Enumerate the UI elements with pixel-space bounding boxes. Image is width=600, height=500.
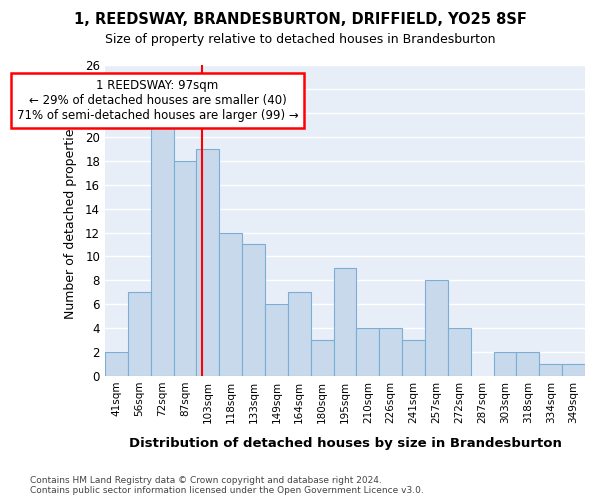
Bar: [562, 364, 585, 376]
Bar: [402, 340, 425, 376]
Bar: [173, 160, 196, 376]
Bar: [539, 364, 562, 376]
Bar: [219, 232, 242, 376]
Text: 1, REEDSWAY, BRANDESBURTON, DRIFFIELD, YO25 8SF: 1, REEDSWAY, BRANDESBURTON, DRIFFIELD, Y…: [74, 12, 526, 28]
X-axis label: Distribution of detached houses by size in Brandesburton: Distribution of detached houses by size …: [128, 437, 562, 450]
Bar: [105, 352, 128, 376]
Bar: [425, 280, 448, 376]
Bar: [356, 328, 379, 376]
Bar: [494, 352, 517, 376]
Bar: [265, 304, 288, 376]
Bar: [334, 268, 356, 376]
Bar: [311, 340, 334, 376]
Bar: [128, 292, 151, 376]
Bar: [448, 328, 471, 376]
Bar: [517, 352, 539, 376]
Bar: [196, 149, 219, 376]
Text: 1 REEDSWAY: 97sqm
← 29% of detached houses are smaller (40)
71% of semi-detached: 1 REEDSWAY: 97sqm ← 29% of detached hous…: [17, 80, 298, 122]
Bar: [151, 113, 173, 376]
Y-axis label: Number of detached properties: Number of detached properties: [64, 122, 77, 319]
Text: Contains HM Land Registry data © Crown copyright and database right 2024.
Contai: Contains HM Land Registry data © Crown c…: [30, 476, 424, 495]
Bar: [379, 328, 402, 376]
Text: Size of property relative to detached houses in Brandesburton: Size of property relative to detached ho…: [105, 32, 495, 46]
Bar: [242, 244, 265, 376]
Bar: [288, 292, 311, 376]
